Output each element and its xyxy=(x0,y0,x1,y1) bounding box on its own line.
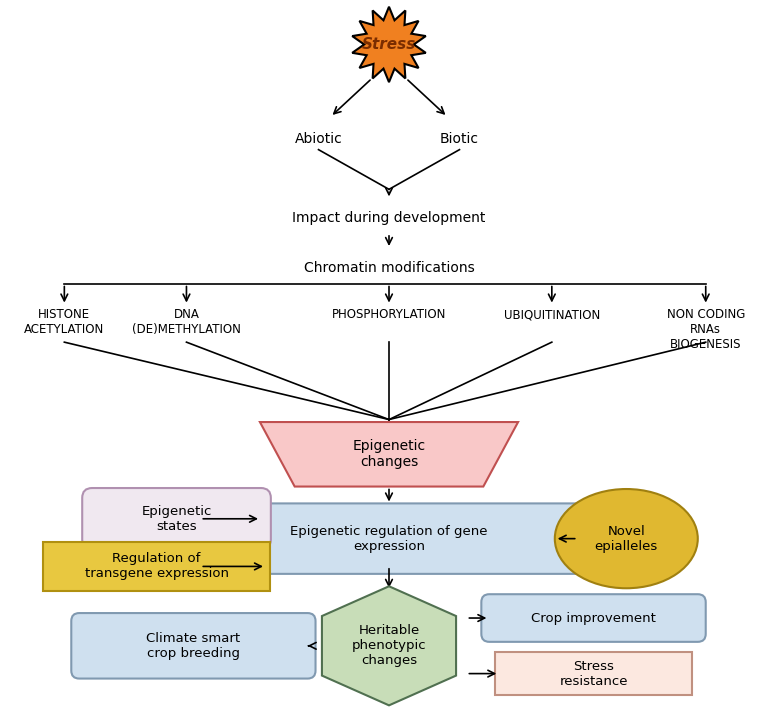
Text: Epigenetic
changes: Epigenetic changes xyxy=(352,439,426,469)
Text: NON CODING
RNAs
BIOGENESIS: NON CODING RNAs BIOGENESIS xyxy=(667,308,745,352)
Ellipse shape xyxy=(555,489,698,588)
Text: Stress: Stress xyxy=(362,37,416,52)
Text: Chromatin modifications: Chromatin modifications xyxy=(303,261,475,275)
Polygon shape xyxy=(322,587,456,705)
Text: UBIQUITINATION: UBIQUITINATION xyxy=(503,308,600,321)
Text: Crop improvement: Crop improvement xyxy=(531,611,656,624)
Text: HISTONE
ACETYLATION: HISTONE ACETYLATION xyxy=(24,308,104,336)
Text: PHOSPHORYLATION: PHOSPHORYLATION xyxy=(331,308,447,321)
Polygon shape xyxy=(352,7,426,82)
Text: Biotic: Biotic xyxy=(440,132,479,146)
Text: Climate smart
crop breeding: Climate smart crop breeding xyxy=(146,631,240,660)
FancyBboxPatch shape xyxy=(496,652,692,695)
Polygon shape xyxy=(260,422,518,486)
Text: DNA
(DE)METHYLATION: DNA (DE)METHYLATION xyxy=(132,308,241,336)
FancyBboxPatch shape xyxy=(482,594,706,642)
Text: Abiotic: Abiotic xyxy=(295,132,342,146)
Text: Novel
epialleles: Novel epialleles xyxy=(594,525,658,552)
Text: Epigenetic
states: Epigenetic states xyxy=(142,505,212,533)
Text: Impact during development: Impact during development xyxy=(293,211,485,225)
Text: Heritable
phenotypic
changes: Heritable phenotypic changes xyxy=(352,624,426,667)
Text: Regulation of
transgene expression: Regulation of transgene expression xyxy=(85,552,229,581)
FancyBboxPatch shape xyxy=(44,542,270,591)
FancyBboxPatch shape xyxy=(82,488,271,550)
FancyBboxPatch shape xyxy=(72,613,316,679)
FancyBboxPatch shape xyxy=(192,503,586,574)
Text: Stress
resistance: Stress resistance xyxy=(559,660,628,687)
Text: Epigenetic regulation of gene
expression: Epigenetic regulation of gene expression xyxy=(290,525,488,552)
